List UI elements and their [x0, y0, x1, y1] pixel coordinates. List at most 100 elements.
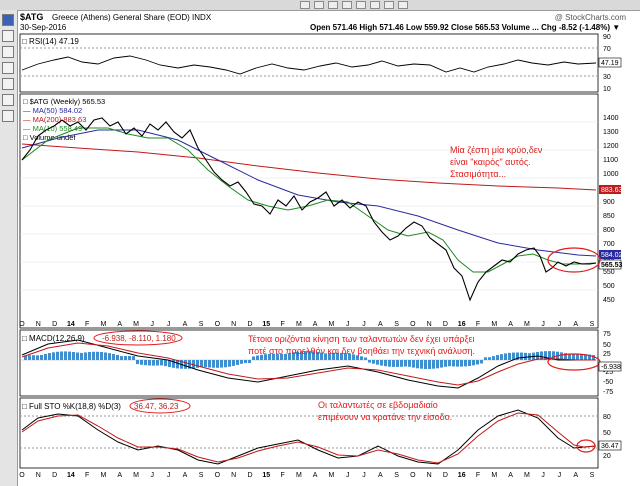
rectangle-tool-icon[interactable]: [2, 78, 14, 90]
macd-histogram-bar: [232, 360, 235, 366]
select-tool-icon[interactable]: [2, 14, 14, 26]
macd-histogram-bar: [240, 360, 243, 364]
macd-histogram-bar: [548, 351, 551, 360]
macd-signal-line: [21, 342, 596, 386]
month-label: M: [328, 472, 334, 479]
macd-histogram-bar: [448, 360, 451, 367]
price-tick: 1200: [603, 143, 619, 150]
macd-histogram-bar: [324, 353, 327, 360]
macd-histogram-bar: [216, 360, 219, 368]
month-label: S: [199, 472, 204, 479]
macd-tick: 50: [603, 342, 611, 349]
macd-histogram-bar: [60, 351, 63, 360]
macd-histogram-bar: [156, 360, 159, 366]
month-label: J: [167, 472, 171, 479]
macd-badge-value: -6.938: [601, 364, 621, 371]
ellipse-tool-icon[interactable]: [2, 94, 14, 106]
fibonacci-tool-icon[interactable]: [2, 110, 14, 122]
macd-histogram-bar: [356, 355, 359, 360]
macd-histogram-bar: [276, 353, 279, 361]
price-highlight-ellipse: [547, 247, 601, 273]
macd-histogram-bar: [308, 351, 311, 360]
toolbar-button-delete[interactable]: [398, 1, 408, 9]
month-label: D: [52, 472, 57, 479]
macd-histogram-bar: [564, 353, 567, 361]
month-label: A: [378, 321, 383, 328]
toolbar-button-text[interactable]: [328, 1, 338, 9]
chart-symbol: $ATG: [20, 12, 43, 22]
macd-histogram-bar: [372, 360, 375, 364]
macd-histogram-bar: [228, 360, 231, 367]
macd-values-ellipse: [93, 330, 183, 346]
macd-histogram-bar: [568, 354, 571, 360]
price-tick: 1100: [603, 157, 618, 164]
toolbar-button-color[interactable]: [370, 1, 380, 9]
ma10-line: [21, 127, 597, 273]
macd-histogram-bar: [360, 356, 363, 361]
macd-histogram-bar: [120, 356, 123, 361]
month-label: O: [215, 321, 221, 328]
month-label: 14: [67, 472, 75, 479]
arrow-tool-icon[interactable]: [2, 62, 14, 74]
month-label: J: [362, 472, 366, 479]
text-tool-icon[interactable]: [2, 46, 14, 58]
macd-histogram-bar: [484, 357, 487, 361]
month-label: S: [590, 472, 595, 479]
rsi-panel: [19, 33, 599, 93]
macd-histogram-bar: [192, 360, 195, 369]
toolbar-button-draw[interactable]: [314, 1, 324, 9]
month-label: S: [394, 472, 399, 479]
macd-histogram-bar: [132, 356, 135, 361]
macd-histogram-bar: [592, 355, 595, 360]
macd-histogram-bar: [440, 360, 443, 368]
macd-histogram-bar: [184, 360, 187, 369]
sto-label: □ Full STO %K(18,8) %D(3): [22, 402, 121, 411]
month-label: A: [313, 321, 318, 328]
macd-histogram-bar: [376, 360, 379, 365]
ohlc-readout: Open 571.46 High 571.46 Low 559.92 Close…: [310, 23, 620, 32]
macd-histogram-bar: [428, 360, 431, 369]
macd-histogram-bar: [424, 360, 427, 369]
sto-annotation-line: Οι ταλαντωτές σε εβδομαδιαίο: [318, 400, 438, 410]
macd-label: □ MACD(12,26,9): [22, 334, 85, 343]
macd-histogram-bar: [112, 354, 115, 361]
trendline-tool-icon[interactable]: [2, 30, 14, 42]
macd-histogram-bar: [328, 353, 331, 361]
macd-histogram-bar: [476, 360, 479, 365]
macd-histogram-bar: [172, 360, 175, 368]
macd-histogram-bar: [24, 355, 27, 361]
sto-tick: 80: [603, 414, 611, 421]
macd-histogram-bar: [516, 352, 519, 360]
month-label: M: [100, 472, 106, 479]
month-axis-top: O N D 14 F M A M J J A S O N D 15 F M A M J J A S O N D 16 F M A M J J A S: [19, 321, 594, 328]
macd-histogram-bar: [280, 353, 283, 360]
toolbar-button-zoom[interactable]: [300, 1, 310, 9]
chart-date: 30-Sep-2016: [20, 23, 67, 32]
month-label: D: [443, 472, 448, 479]
month-label: F: [476, 472, 480, 479]
toolbar-button-line[interactable]: [342, 1, 352, 9]
macd-histogram-bar: [368, 360, 371, 363]
macd-histogram-bar: [148, 360, 151, 366]
macd-histogram-bar: [380, 360, 383, 366]
legend-ma200: — MA(200) 883.63: [23, 115, 86, 124]
month-label: A: [573, 472, 578, 479]
annotation-tool-sidebar: [0, 10, 18, 486]
macd-histogram-bar: [212, 360, 215, 368]
macd-histogram-bar: [40, 354, 43, 360]
month-label: 16: [458, 321, 466, 328]
macd-histogram-bar: [468, 360, 471, 366]
macd-tick: -50: [603, 379, 613, 386]
macd-histogram-bar: [160, 360, 163, 366]
price-tick: 1000: [603, 171, 619, 178]
macd-histogram-bar: [56, 351, 59, 360]
legend-price: □ $ATG (Weekly) 565.53: [23, 97, 105, 106]
price-tick: 450: [603, 297, 615, 304]
legend-ma10: — MA(10) 558.49: [23, 124, 82, 133]
macd-histogram-bar: [52, 352, 55, 360]
toolbar-button-undo[interactable]: [384, 1, 394, 9]
toolbar-button-shape[interactable]: [356, 1, 366, 9]
macd-histogram-bar: [244, 360, 247, 364]
macd-histogram-bar: [92, 351, 95, 360]
month-label: A: [183, 321, 188, 328]
